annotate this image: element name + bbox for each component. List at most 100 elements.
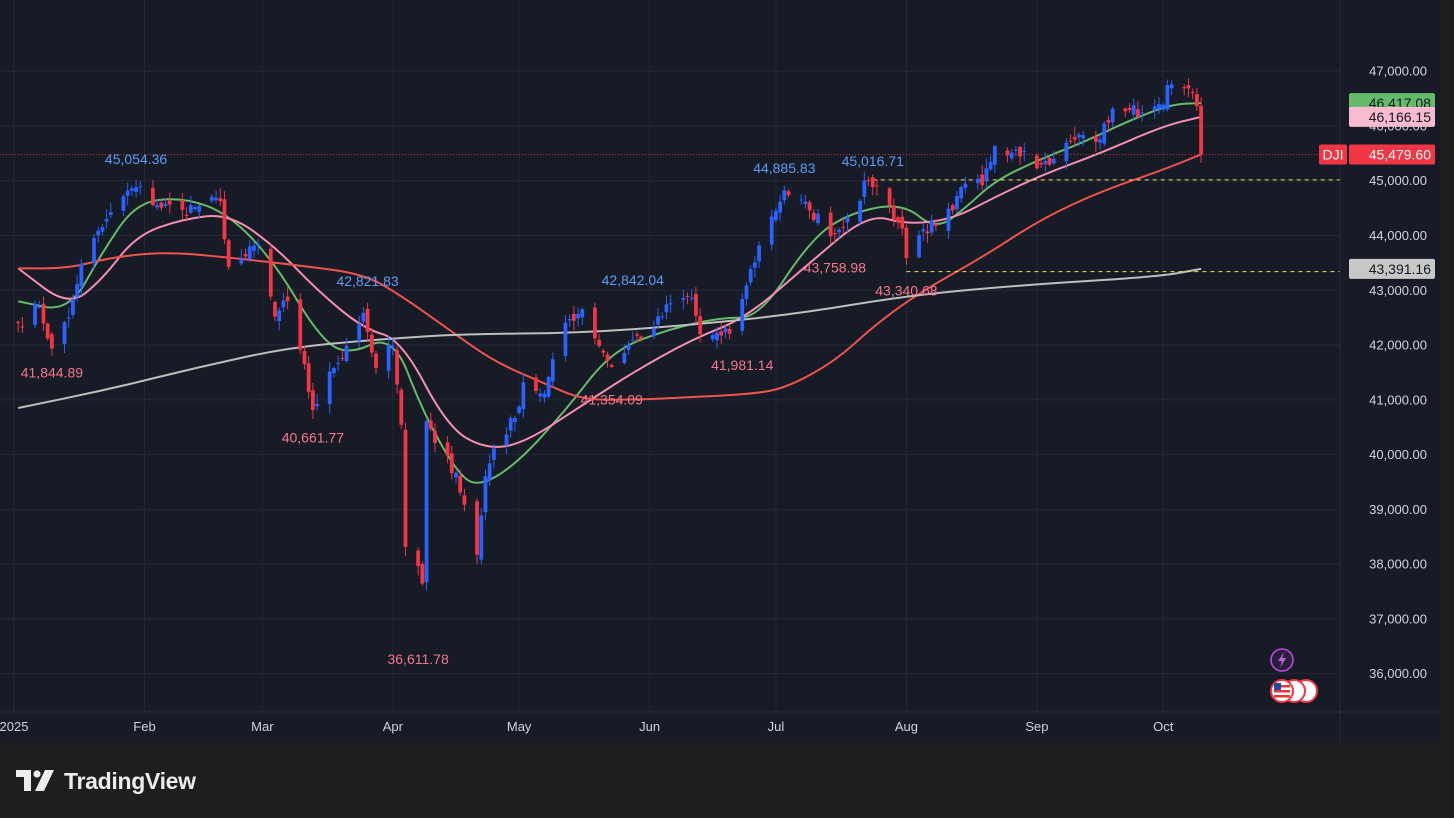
candle[interactable] bbox=[49, 331, 54, 356]
candle[interactable] bbox=[332, 366, 336, 378]
candle[interactable] bbox=[268, 244, 273, 301]
candle[interactable] bbox=[281, 292, 286, 313]
candle[interactable] bbox=[723, 325, 728, 339]
candle[interactable] bbox=[828, 206, 833, 244]
candle[interactable] bbox=[508, 415, 513, 438]
candle[interactable] bbox=[424, 420, 429, 591]
candle[interactable] bbox=[45, 322, 50, 341]
candle[interactable] bbox=[491, 443, 496, 469]
candle[interactable] bbox=[315, 394, 319, 412]
candle[interactable] bbox=[218, 188, 223, 206]
candle[interactable] bbox=[1152, 99, 1157, 120]
candle[interactable] bbox=[340, 350, 345, 362]
candle[interactable] bbox=[517, 404, 522, 415]
candle[interactable] bbox=[576, 307, 580, 327]
candle[interactable] bbox=[41, 296, 46, 331]
candle[interactable] bbox=[571, 306, 576, 331]
candle[interactable] bbox=[1064, 137, 1069, 170]
candle[interactable] bbox=[159, 198, 164, 211]
candle[interactable] bbox=[1093, 130, 1098, 152]
candle[interactable] bbox=[992, 144, 997, 174]
candle[interactable] bbox=[449, 445, 454, 480]
candle[interactable] bbox=[862, 171, 867, 205]
candle[interactable] bbox=[1013, 146, 1018, 157]
candle[interactable] bbox=[180, 193, 185, 220]
us-flag-icon[interactable] bbox=[1270, 679, 1318, 703]
candle[interactable] bbox=[933, 218, 938, 231]
chart-panel[interactable]: 41,844.89 45,054.36 40,661.77 42,821.83 36,6… bbox=[0, 0, 1440, 743]
candle[interactable] bbox=[1199, 97, 1203, 164]
candle[interactable] bbox=[1098, 133, 1102, 150]
candle[interactable] bbox=[715, 326, 719, 349]
candle[interactable] bbox=[336, 355, 341, 372]
candle[interactable] bbox=[887, 186, 892, 213]
candle[interactable] bbox=[609, 363, 614, 368]
candle[interactable] bbox=[487, 454, 492, 486]
candle[interactable] bbox=[1077, 132, 1081, 147]
candle[interactable] bbox=[1110, 106, 1115, 128]
candle[interactable] bbox=[694, 287, 698, 324]
candle[interactable] bbox=[420, 561, 425, 586]
candle[interactable] bbox=[845, 213, 850, 233]
candle[interactable] bbox=[900, 208, 905, 236]
candle[interactable] bbox=[803, 195, 808, 209]
candle[interactable] bbox=[243, 248, 248, 259]
candle[interactable] bbox=[273, 300, 277, 322]
candle[interactable] bbox=[955, 191, 959, 214]
candle[interactable] bbox=[1169, 80, 1174, 96]
candle[interactable] bbox=[71, 294, 75, 319]
candle[interactable] bbox=[277, 307, 282, 331]
candle[interactable] bbox=[247, 239, 252, 263]
candle[interactable] bbox=[256, 238, 261, 255]
candle[interactable] bbox=[357, 315, 362, 348]
candle[interactable] bbox=[626, 340, 631, 355]
candle[interactable] bbox=[837, 227, 841, 239]
candle[interactable] bbox=[727, 324, 732, 340]
candle[interactable] bbox=[1106, 115, 1111, 133]
candle[interactable] bbox=[786, 189, 791, 198]
candle[interactable] bbox=[521, 373, 526, 418]
candle[interactable] bbox=[298, 293, 303, 355]
candle[interactable] bbox=[811, 209, 816, 223]
candle[interactable] bbox=[567, 314, 572, 327]
candle[interactable] bbox=[660, 312, 665, 321]
candles[interactable] bbox=[16, 78, 1203, 591]
candle[interactable] bbox=[100, 224, 105, 236]
candle[interactable] bbox=[1161, 102, 1166, 112]
candle[interactable] bbox=[395, 346, 399, 394]
candle[interactable] bbox=[138, 180, 143, 195]
candle[interactable] bbox=[209, 194, 214, 203]
candle[interactable] bbox=[980, 165, 985, 191]
candle[interactable] bbox=[1068, 134, 1073, 145]
candle[interactable] bbox=[369, 327, 374, 358]
candle[interactable] bbox=[239, 249, 244, 266]
candle[interactable] bbox=[597, 334, 602, 349]
candle[interactable] bbox=[1102, 121, 1107, 147]
candle[interactable] bbox=[416, 547, 421, 576]
candle[interactable] bbox=[163, 198, 168, 208]
candle[interactable] bbox=[1140, 105, 1145, 122]
candle[interactable] bbox=[462, 488, 467, 512]
price-chart[interactable]: 41,844.89 45,054.36 40,661.77 42,821.83 36,6… bbox=[0, 0, 1440, 743]
candle[interactable] bbox=[896, 215, 900, 230]
candle[interactable] bbox=[184, 207, 189, 222]
candle[interactable] bbox=[630, 331, 635, 342]
candle[interactable] bbox=[950, 203, 955, 215]
candle[interactable] bbox=[563, 315, 568, 362]
candle[interactable] bbox=[399, 387, 404, 430]
candle[interactable] bbox=[757, 241, 761, 268]
candle[interactable] bbox=[1127, 103, 1132, 113]
candle[interactable] bbox=[75, 275, 80, 302]
candle[interactable] bbox=[963, 177, 968, 194]
candle[interactable] bbox=[534, 373, 538, 394]
candle[interactable] bbox=[1186, 78, 1191, 98]
candle[interactable] bbox=[1182, 84, 1187, 96]
candle[interactable] bbox=[386, 336, 391, 380]
candle[interactable] bbox=[744, 282, 749, 307]
candle[interactable] bbox=[1081, 130, 1086, 146]
candle[interactable] bbox=[925, 223, 930, 243]
candle[interactable] bbox=[433, 423, 437, 453]
candle[interactable] bbox=[841, 218, 846, 234]
candle[interactable] bbox=[748, 265, 753, 286]
candle[interactable] bbox=[546, 375, 551, 399]
